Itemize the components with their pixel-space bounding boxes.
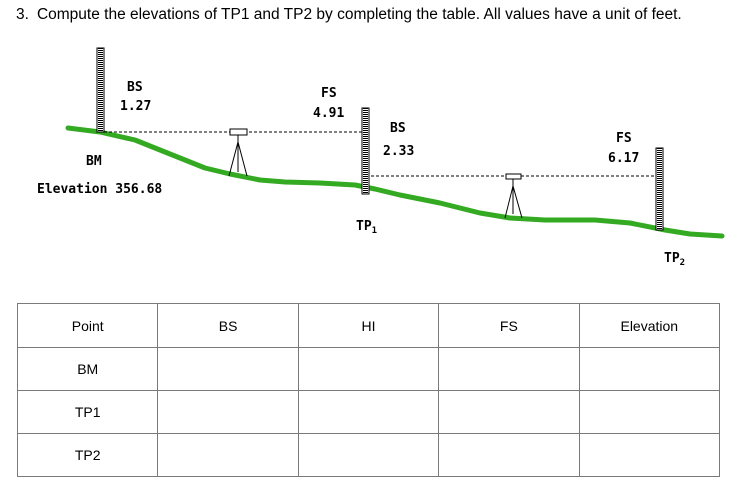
level-instrument-2 [504,173,523,219]
cell-point: BM [16,347,159,391]
leveling-diagram: BS 1.27 FS 4.91 BS 2.33 FS 6.17 BM Eleva… [37,47,725,268]
header-fs: FS [438,303,580,348]
tp1-label-sub: 1 [372,226,377,236]
table-row-bm: BM [16,347,721,391]
cell-bs[interactable] [157,390,299,434]
cell-hi[interactable] [297,347,440,391]
cell-bs[interactable] [157,433,299,477]
fs2-label: FS [616,131,632,146]
header-elevation: Elevation [578,303,721,348]
bs1-label: BS [127,80,143,95]
leveling-rod-bm [96,47,105,133]
header-bs: BS [157,303,299,348]
question-body: Compute the elevations of TP1 and TP2 by… [36,6,682,23]
elevation-label: Elevation 356.68 [37,182,162,197]
level-instrument-1 [228,128,248,177]
tp2-label-sub: 2 [680,258,685,268]
tp2-label: TP2 [664,251,685,268]
tp2-label-main: TP [664,251,680,266]
leveling-rod-tp2 [655,147,664,231]
cell-fs[interactable] [438,347,580,391]
tp1-label: TP1 [356,219,377,236]
header-point: Point [16,303,159,348]
leveling-rod-tp1 [361,107,370,195]
cell-hi[interactable] [297,390,440,434]
tp1-label-main: TP [356,219,372,234]
header-hi: HI [297,303,440,348]
cell-bs[interactable] [157,347,299,391]
cell-elevation[interactable] [578,390,721,434]
table-row-tp1: TP1 [16,390,721,434]
bm-label: BM [86,154,102,169]
cell-point: TP1 [16,390,159,434]
question-number: 3. [16,6,29,23]
cell-elevation[interactable] [578,433,721,477]
table-row-tp2: TP2 [16,433,721,477]
bs1-value: 1.27 [120,99,151,114]
cell-fs[interactable] [438,390,580,434]
cell-point: TP2 [16,433,159,477]
leveling-table: Point BS HI FS Elevation BM TP1 TP2 [16,303,721,477]
bs2-label: BS [390,121,406,136]
cell-elevation[interactable] [578,347,721,391]
fs1-label: FS [321,86,337,101]
question-text: 3. Compute the elevations of TP1 and TP2 … [16,6,682,24]
cell-fs[interactable] [438,433,580,477]
fs2-value: 6.17 [608,151,639,166]
bs2-value: 2.33 [383,144,414,159]
table-header-row: Point BS HI FS Elevation [16,303,721,348]
fs1-value: 4.91 [313,106,344,121]
cell-hi[interactable] [297,433,440,477]
